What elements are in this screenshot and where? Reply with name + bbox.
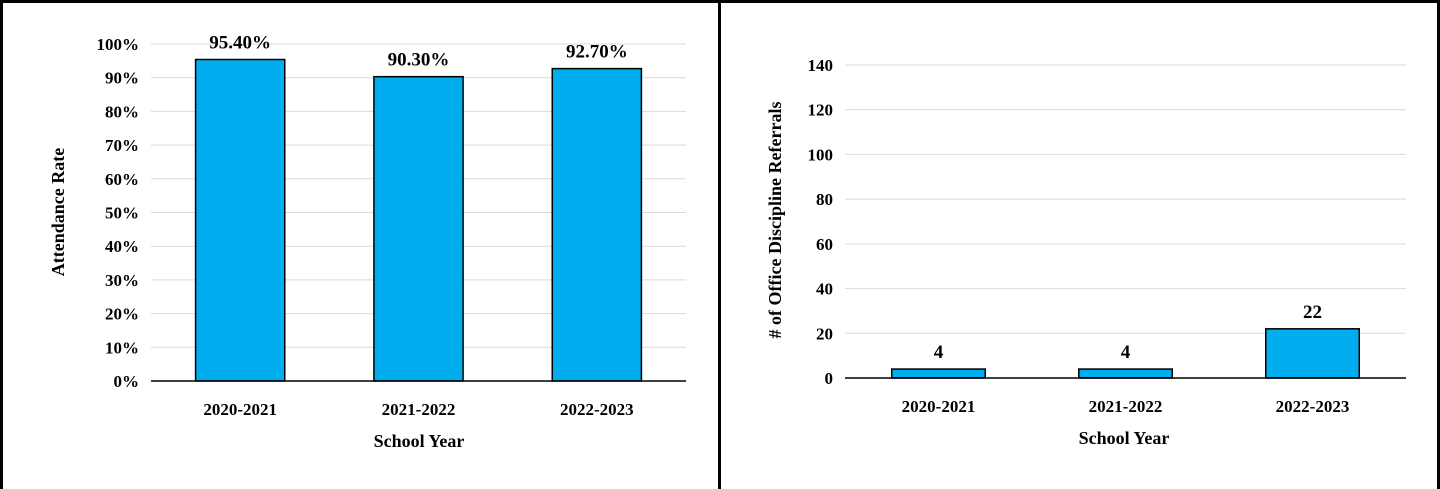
attendance-y-tick-label: 20% xyxy=(105,305,139,324)
referrals-bar xyxy=(891,368,986,379)
attendance-y-tick-label: 100% xyxy=(97,35,140,54)
referrals-x-tick-label: 2021-2022 xyxy=(1089,397,1163,416)
referrals-y-tick-label: 140 xyxy=(808,56,834,75)
referrals-bars xyxy=(845,328,1406,379)
attendance-x-tick-label: 2021-2022 xyxy=(382,400,456,419)
referrals-y-tick-label: 40 xyxy=(816,280,833,299)
referrals-grid xyxy=(845,64,1406,334)
referrals-y-tick-label: 20 xyxy=(816,324,833,343)
attendance-data-label: 95.40% xyxy=(209,33,271,54)
attendance-data-label: 90.30% xyxy=(388,50,450,71)
referrals-data-label: 22 xyxy=(1303,302,1322,323)
referrals-y-tick-label: 120 xyxy=(808,101,834,120)
referrals-y-tick-label: 100 xyxy=(808,145,834,164)
attendance-y-tick-label: 50% xyxy=(105,204,139,223)
referrals-x-tick-label: 2022-2023 xyxy=(1276,397,1350,416)
referrals-x-axis-title: School Year xyxy=(1079,428,1170,448)
attendance-rate-chart: 0% 10% 20% 30% 40% 50% 60% 70% 80% 90% 100% 2020-2… xyxy=(48,33,686,451)
attendance-bar xyxy=(194,58,286,382)
referrals-y-tick-label: 80 xyxy=(816,190,833,209)
referrals-x-ticks: 2020-2021 2021-2022 2022-2023 xyxy=(902,397,1350,416)
attendance-y-tick-label: 70% xyxy=(105,136,139,155)
attendance-y-axis-title: Attendance Rate xyxy=(48,148,68,276)
referrals-data-label: 4 xyxy=(934,342,944,363)
attendance-y-tick-label: 0% xyxy=(114,372,140,391)
attendance-y-ticks: 0% 10% 20% 30% 40% 50% 60% 70% 80% 90% 100% xyxy=(97,35,140,391)
referrals-y-axis-title: # of Office Discipline Referrals xyxy=(765,102,785,339)
panel-divider xyxy=(718,0,721,489)
attendance-bar xyxy=(373,75,464,382)
attendance-data-labels: 95.40% 90.30% 92.70% xyxy=(209,33,627,71)
attendance-y-tick-label: 10% xyxy=(105,338,139,357)
attendance-x-tick-label: 2020-2021 xyxy=(203,400,277,419)
attendance-y-tick-label: 60% xyxy=(105,170,139,189)
referrals-bar xyxy=(1078,368,1173,379)
referrals-data-label: 4 xyxy=(1121,342,1131,363)
attendance-x-axis-title: School Year xyxy=(374,431,465,451)
referrals-bar xyxy=(1265,328,1360,379)
attendance-y-tick-label: 30% xyxy=(105,271,139,290)
referrals-y-tick-label: 60 xyxy=(816,235,833,254)
attendance-bar xyxy=(551,67,643,382)
attendance-x-ticks: 2020-2021 2021-2022 2022-2023 xyxy=(203,400,633,419)
referrals-y-tick-label: 0 xyxy=(825,369,834,388)
referrals-data-labels: 4 4 22 xyxy=(934,302,1322,363)
attendance-bars xyxy=(151,58,686,382)
referrals-y-ticks: 0 20 40 60 80 100 120 140 xyxy=(808,56,834,388)
attendance-y-tick-label: 80% xyxy=(105,102,139,121)
attendance-data-label: 92.70% xyxy=(566,42,628,63)
attendance-y-tick-label: 40% xyxy=(105,237,139,256)
attendance-y-tick-label: 90% xyxy=(105,69,139,88)
referrals-x-tick-label: 2020-2021 xyxy=(902,397,976,416)
attendance-x-tick-label: 2022-2023 xyxy=(560,400,634,419)
